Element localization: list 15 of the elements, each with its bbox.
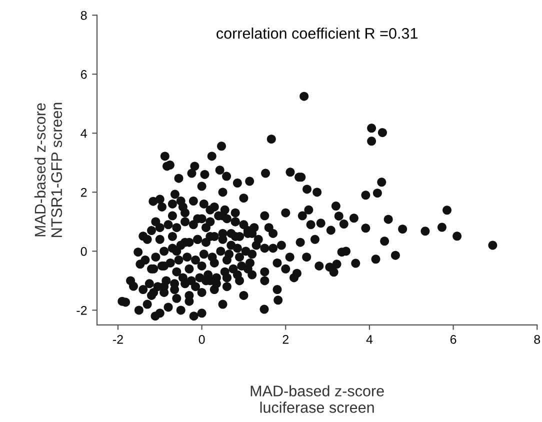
annotation: correlation coefficient R =0.31 [216,28,418,39]
x-tick-label: 0 [198,334,205,344]
y-axis-title: MAD-based z-score NTSR1-GFP screen [34,102,62,238]
x-tick-label: 6 [450,334,456,344]
y-tick-label: 2 [80,188,87,197]
y-tick-label: -2 [76,306,87,315]
x-tick-label: 4 [366,335,373,344]
y-tick-label: 4 [80,129,87,138]
x-axis-title: MAD-based z-score luciferase screen [250,385,384,413]
x-tick-label: -2 [112,334,123,344]
x-tick-label: 2 [282,334,288,344]
x-tick-label: 8 [534,334,540,344]
y-tick-label: 0 [80,246,87,256]
y-tick-label: 8 [80,10,87,20]
y-tick-label: 6 [80,70,87,79]
